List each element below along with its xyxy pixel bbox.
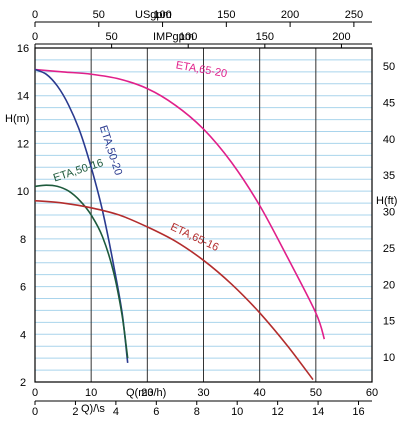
y-tick-label: 6 xyxy=(20,282,26,294)
x-tick-label: 10 xyxy=(85,387,97,399)
y-tick-label: 12 xyxy=(17,138,29,150)
y-tick-label: 2 xyxy=(20,377,26,389)
usgpm-tick-label: 0 xyxy=(32,9,38,21)
y-tick-label: 16 xyxy=(17,43,29,55)
impgpm-tick-label: 100 xyxy=(179,31,197,43)
impgpm-tick-label: 150 xyxy=(256,31,274,43)
y2-tick-label: 10 xyxy=(383,352,395,364)
x-tick-label: 60 xyxy=(366,387,378,399)
y-axis-label: H(m) xyxy=(5,113,29,125)
series-line-3 xyxy=(34,199,314,381)
top-axis-usgpm-label: USgpm xyxy=(135,9,172,21)
y-tick-label: 8 xyxy=(20,234,26,246)
series-line-0 xyxy=(34,68,326,340)
y2-tick-label: 30 xyxy=(383,207,395,219)
ls-tick-label: 2 xyxy=(72,406,78,418)
usgpm-tick-label: 50 xyxy=(93,9,105,21)
x-tick-label: 40 xyxy=(254,387,266,399)
ls-tick-label: 10 xyxy=(231,406,243,418)
ls-tick-label: 16 xyxy=(352,406,364,418)
y2-tick-label: 40 xyxy=(383,134,395,146)
series-label-2: ETA,50-16 xyxy=(52,157,105,184)
impgpm-tick-label: 200 xyxy=(332,31,350,43)
ls-tick-label: 4 xyxy=(113,406,119,418)
top-axis-impgpm-label: IMPgpm xyxy=(153,31,194,43)
y2-tick-label: 45 xyxy=(383,97,395,109)
usgpm-tick-label: 100 xyxy=(153,9,171,21)
x-tick-label: 20 xyxy=(141,387,153,399)
ls-tick-label: 14 xyxy=(312,406,324,418)
impgpm-tick-label: 50 xyxy=(105,31,117,43)
ls-tick-label: 0 xyxy=(32,406,38,418)
grid xyxy=(34,47,373,383)
y2-tick-label: 20 xyxy=(383,279,395,291)
usgpm-tick-label: 250 xyxy=(345,9,363,21)
y2-tick-label: 25 xyxy=(383,243,395,255)
x-tick-label: 50 xyxy=(310,387,322,399)
series-line-2 xyxy=(34,184,129,359)
y2-tick-label: 15 xyxy=(383,316,395,328)
series-label-3: ETA,65-16 xyxy=(169,221,221,254)
y-tick-label: 4 xyxy=(20,329,26,341)
ls-tick-label: 8 xyxy=(194,406,200,418)
y2-axis-label: H(ft) xyxy=(376,195,397,207)
x-tick-label: 0 xyxy=(32,387,38,399)
plot-border xyxy=(34,47,373,383)
impgpm-tick-label: 0 xyxy=(32,31,38,43)
usgpm-tick-label: 150 xyxy=(217,9,235,21)
series-line-1 xyxy=(34,68,129,363)
y2-tick-label: 50 xyxy=(383,61,395,73)
ls-tick-label: 6 xyxy=(153,406,159,418)
y2-tick-label: 35 xyxy=(383,170,395,182)
usgpm-tick-label: 200 xyxy=(281,9,299,21)
x-tick-label: 30 xyxy=(197,387,209,399)
plot-frame xyxy=(34,21,373,405)
y-tick-label: 10 xyxy=(17,186,29,198)
bottom-axis-ls-label: Q)/\s xyxy=(81,403,105,415)
x-axis-label: Q(m3/h) xyxy=(126,387,166,399)
ls-tick-label: 12 xyxy=(272,406,284,418)
series-label-0: ETA,65-20 xyxy=(175,59,228,80)
y-tick-label: 14 xyxy=(17,91,29,103)
